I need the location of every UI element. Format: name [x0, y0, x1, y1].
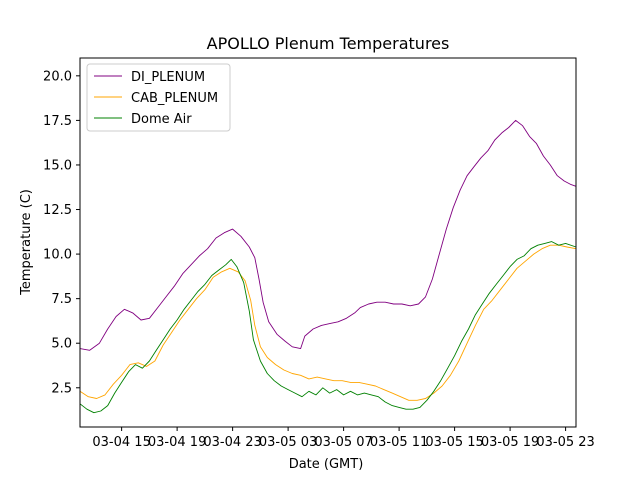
x-tick-label: 03-05 23 — [536, 435, 594, 450]
y-tick-label: 7.5 — [51, 292, 72, 307]
legend-label-cab-plenum: CAB_PLENUM — [131, 91, 218, 106]
y-tick-label: 20.0 — [43, 69, 72, 84]
legend: DI_PLENUM CAB_PLENUM Dome Air — [86, 63, 231, 132]
y-tick-label: 17.5 — [43, 114, 72, 129]
x-tick-label: 03-04 19 — [148, 435, 206, 450]
y-tick-label: 5.0 — [51, 337, 72, 352]
chart-title: APOLLO Plenum Temperatures — [207, 34, 450, 53]
series-line-di-plenum — [79, 119, 577, 351]
y-axis-label: Temperature (C) — [19, 189, 34, 296]
series-layer — [79, 119, 577, 414]
x-tick-label: 03-05 19 — [481, 435, 539, 450]
x-tick-label: 03-05 07 — [314, 435, 372, 450]
axes-frame — [79, 57, 577, 428]
x-tick-label: 03-05 11 — [370, 435, 428, 450]
legend-label-dome-air: Dome Air — [131, 112, 192, 127]
y-tick-label: 12.5 — [43, 203, 72, 218]
legend-label-di-plenum: DI_PLENUM — [131, 70, 205, 85]
y-axis-ticks: 2.5 5.0 7.5 10.0 12.5 15.0 17.5 20.0 — [43, 69, 80, 396]
x-tick-label: 03-05 03 — [259, 435, 317, 450]
series-line-dome-air — [79, 241, 577, 414]
y-tick-label: 2.5 — [51, 381, 72, 396]
series-line-cab-plenum — [79, 244, 577, 401]
legend-box — [86, 63, 231, 132]
x-axis-label: Date (GMT) — [289, 457, 364, 472]
y-tick-label: 10.0 — [43, 248, 72, 263]
x-tick-label: 03-04 23 — [203, 435, 261, 450]
y-tick-label: 15.0 — [43, 158, 72, 173]
x-tick-label: 03-04 15 — [92, 435, 150, 450]
x-tick-label: 03-05 15 — [425, 435, 483, 450]
